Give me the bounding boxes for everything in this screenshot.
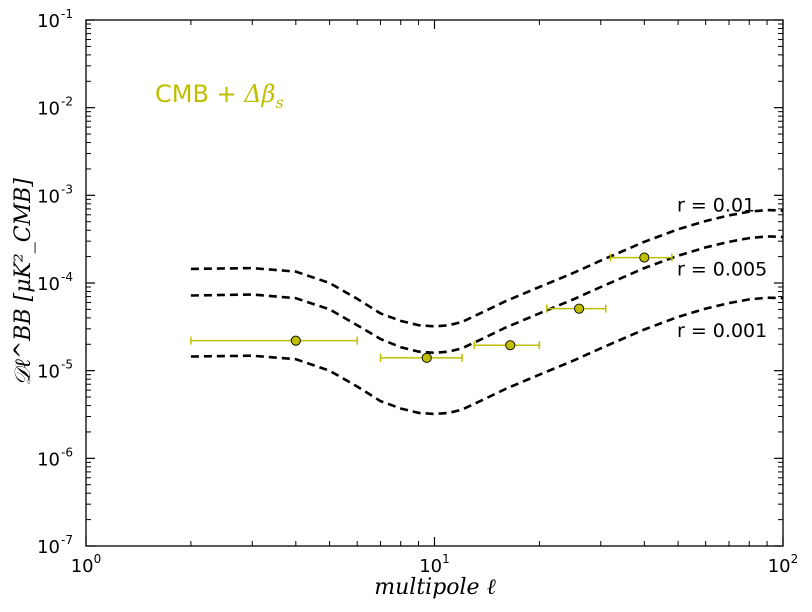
data-point-3: [505, 340, 516, 351]
series-line-2: [190, 235, 784, 355]
data-point-2: [421, 352, 432, 363]
y-tick-label-4: 10: [37, 274, 60, 295]
series-label-1: r = 0.01: [677, 194, 755, 216]
curves-layer: [190, 208, 784, 416]
ticks-layer: [85, 19, 784, 547]
y-tick-exponent-3: -5: [61, 358, 73, 372]
y-tick-label-5: 10: [37, 186, 60, 207]
y-tick-exponent-4: -4: [61, 270, 73, 284]
series-label-2: r = 0.005: [677, 259, 767, 281]
y-tick-exponent-2: -6: [61, 445, 73, 459]
annotation-subscript: s: [276, 93, 284, 112]
annotation-prefix: CMB +: [155, 80, 244, 108]
annotation-symbol: Δβ: [243, 80, 275, 108]
annotation-label: CMB + Δβs: [155, 80, 284, 112]
y-tick-exponent-6: -2: [61, 95, 73, 109]
x-axis-label: multipole ℓ: [374, 575, 496, 600]
curve-labels-layer: r = 0.01 r = 0.005 r = 0.001: [677, 194, 767, 342]
y-tick-exponent-7: -1: [61, 7, 73, 21]
y-tick-label-1: 10: [37, 537, 60, 558]
y-tick-exponent-1: -7: [61, 533, 73, 547]
data-points-layer: [290, 252, 650, 363]
y-tick-label-2: 10: [37, 449, 60, 470]
data-point-1: [290, 335, 301, 346]
data-point-4: [574, 303, 585, 314]
series-line-1: [190, 208, 784, 328]
data-point-5: [639, 252, 650, 263]
series-line-3: [190, 296, 784, 416]
y-tick-label-6: 10: [37, 99, 60, 120]
series-label-3: r = 0.001: [677, 320, 767, 342]
x-tick-label-2: 101: [419, 552, 450, 577]
y-tick-exponent-5: -3: [61, 182, 73, 196]
x-tick-label-1: 100: [71, 552, 102, 577]
y-axis-label: 𝒟ℓ^BB [μK²_CMB]: [11, 178, 36, 386]
y-tick-label-3: 10: [37, 362, 60, 383]
x-tick-label-3: 102: [768, 552, 799, 577]
y-tick-label-7: 10: [37, 11, 60, 32]
